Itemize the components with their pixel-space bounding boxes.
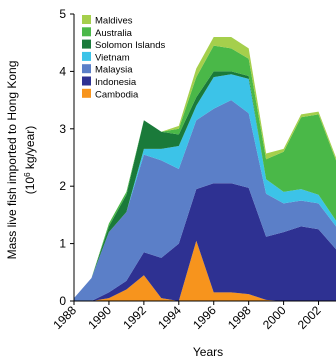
y-tick-label: 3 [59,122,66,136]
y-tick-label: 0 [59,294,66,308]
y-axis-label-line2: (106 kg/year) [23,126,38,194]
legend-label-vietnam: Vietnam [95,52,130,63]
legend-label-australia: Australia [95,28,133,39]
area-layers [74,37,336,301]
legend-swatch-maldives [82,15,91,24]
x-tick-label: 1992 [120,303,149,332]
legend-label-cambodia: Cambodia [95,89,139,100]
legend-swatch-australia [82,27,91,37]
axes [70,13,336,305]
area-indonesia [74,183,336,301]
legend-label-malaysia: Malaysia [95,65,133,76]
y-tick-label: 4 [59,64,66,78]
area-australia [74,45,336,299]
tick-labels: 0 1 2 3 4 5 1988 1990 1992 1994 1996 1998 2000 2002 [50,7,324,332]
area-cambodia [74,240,336,301]
legend-label-maldives: Maldives [95,16,133,27]
legend-swatch-indonesia [82,76,91,86]
legend-label-solomon-islands: Solomon Islands [95,40,165,51]
x-tick-label: 2002 [295,303,324,332]
area-malaysia [74,100,336,301]
legend-background [78,12,186,103]
y-axis-label-line1: Mass live fish imported to Hong Kong [5,61,19,260]
x-tick-label: 1988 [50,303,79,332]
legend-swatch-malaysia [82,64,91,74]
y-tick-label: 2 [59,179,66,193]
legend-swatch-solomon-islands [82,39,91,49]
legend-swatch-vietnam [82,51,91,61]
legend-label-indonesia: Indonesia [95,77,137,88]
y-tick-label: 1 [59,237,66,251]
legend-swatch-cambodia [82,88,91,98]
x-tick-label: 2000 [260,303,289,332]
x-tick-label: 1994 [155,303,184,332]
x-tick-label: 1996 [190,303,219,332]
y-tick-label: 5 [59,7,66,21]
y-axis-label: Mass live fish imported to Hong Kong (10… [5,61,37,260]
x-tick-label: 1990 [85,303,114,332]
x-axis-label: Years [193,345,223,359]
x-tick-label: 1998 [225,303,254,332]
